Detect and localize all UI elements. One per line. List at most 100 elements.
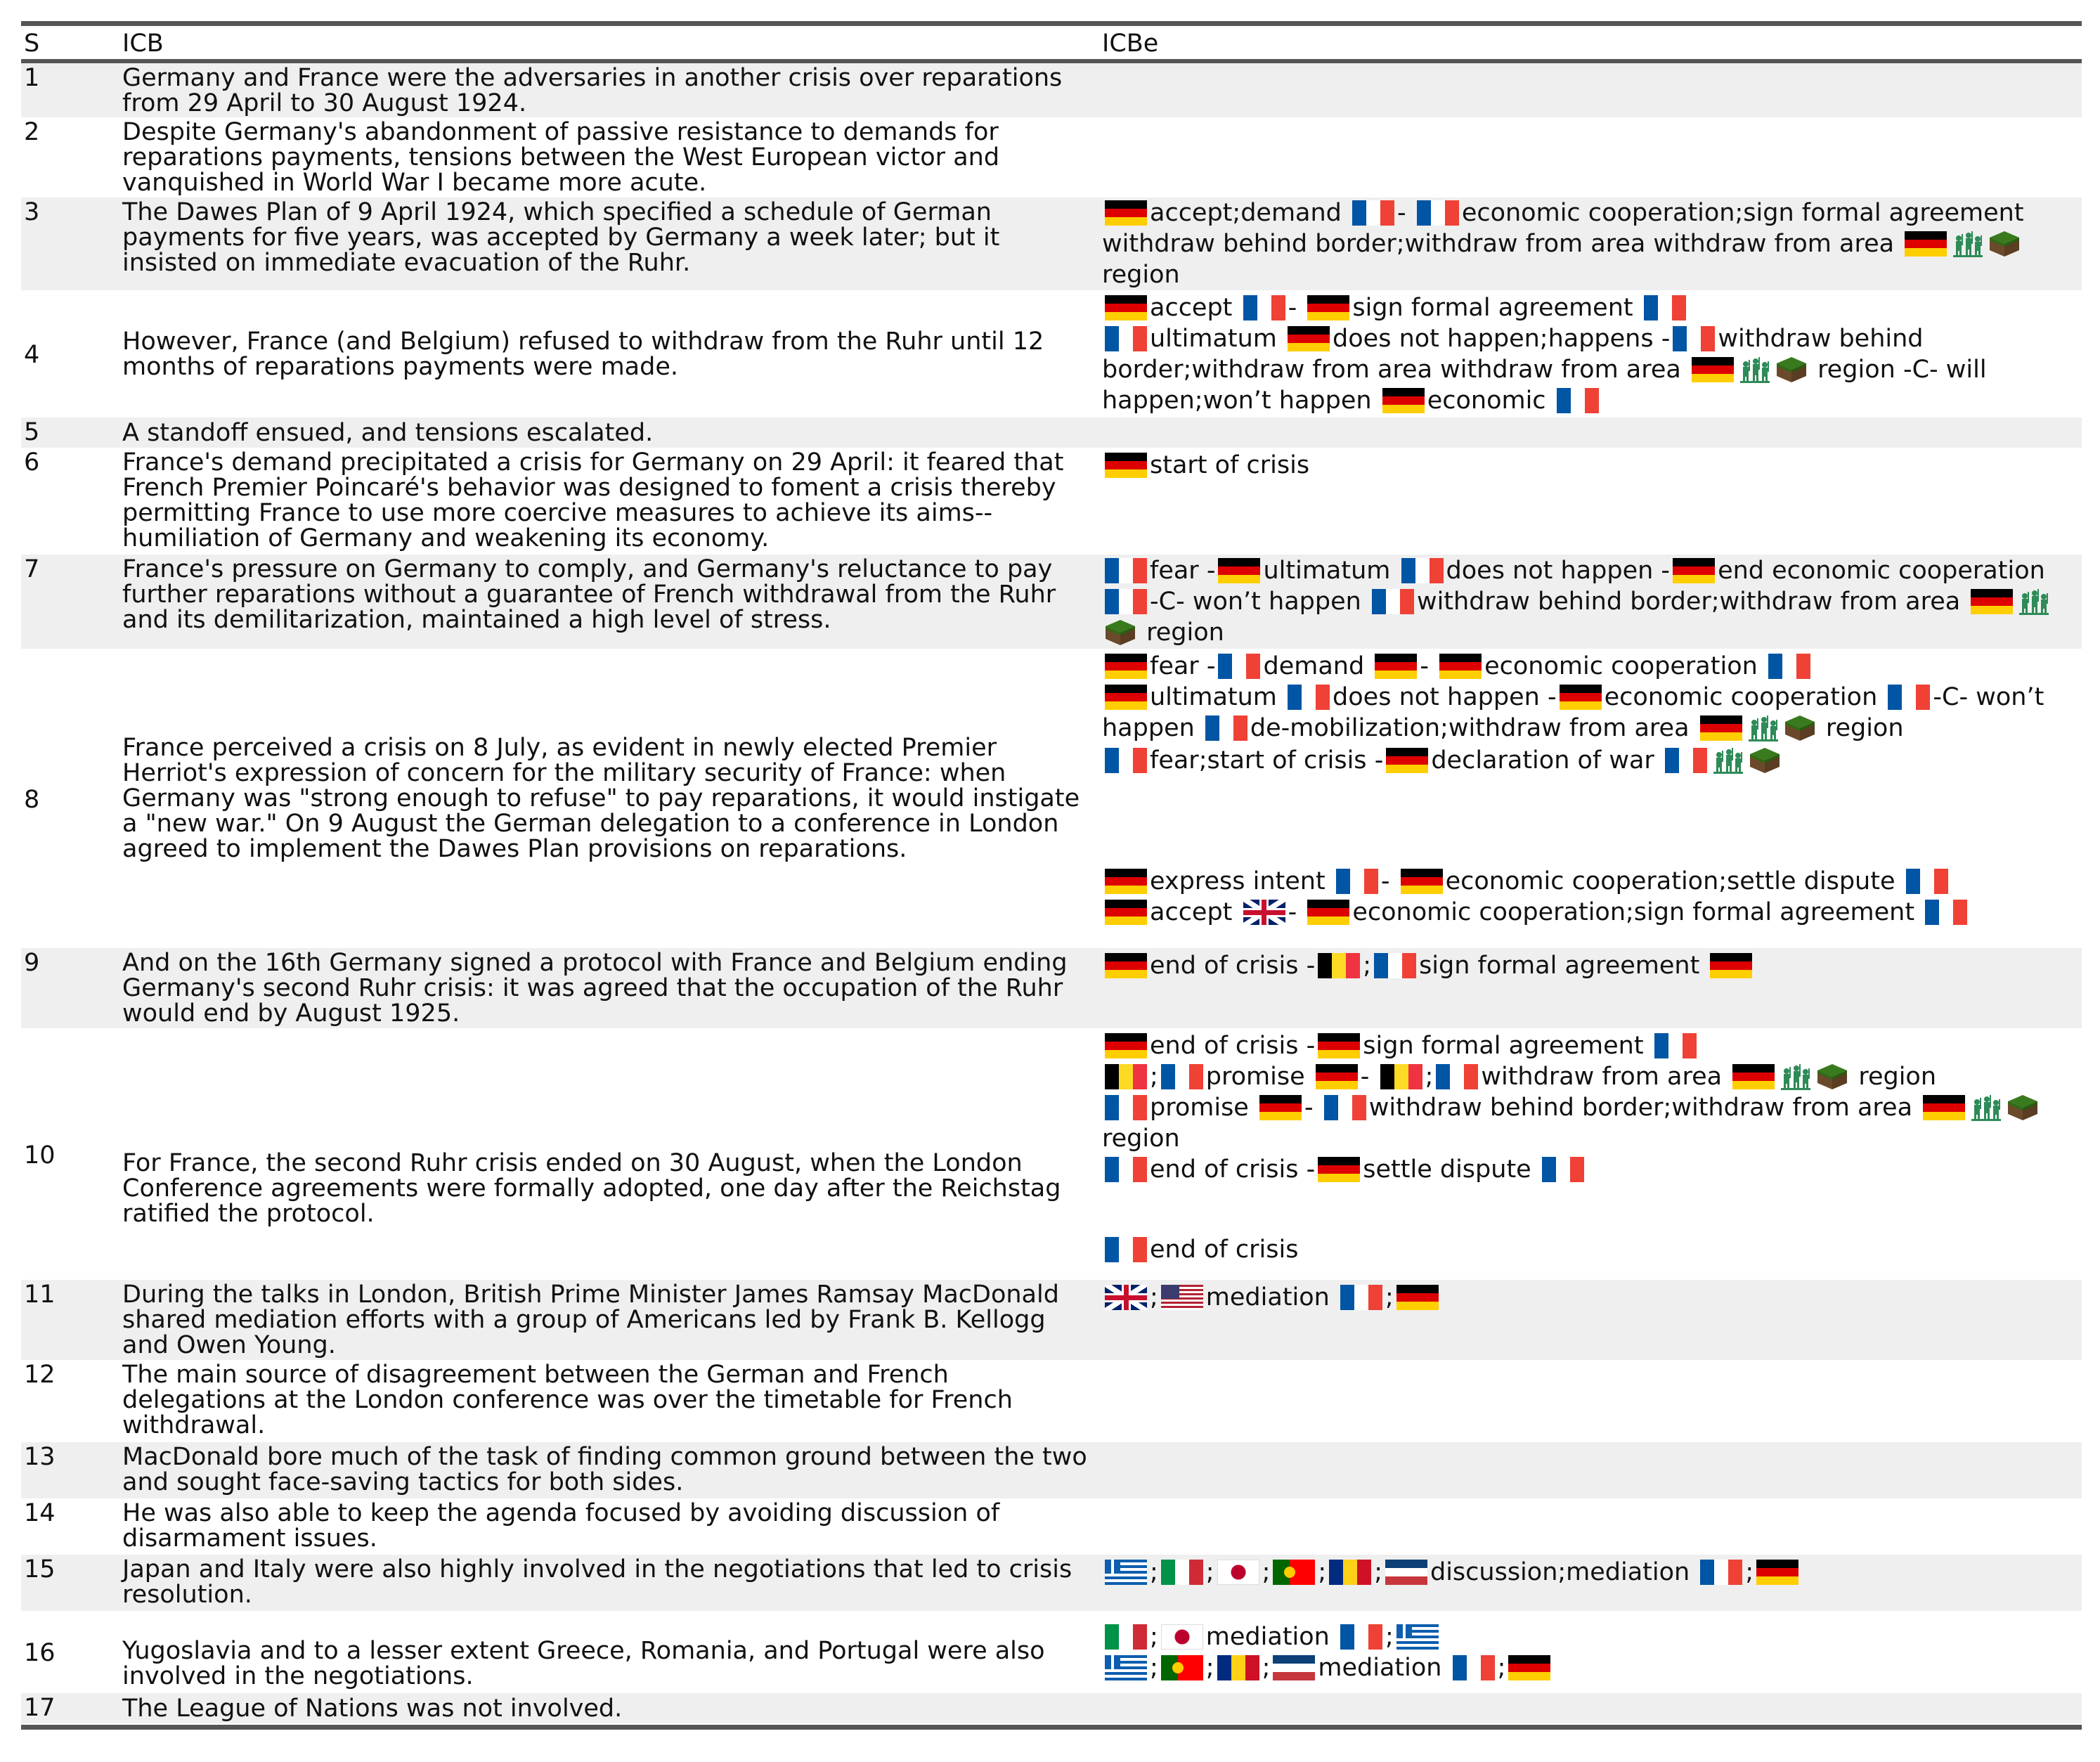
- flag-france-icon: [1105, 558, 1147, 583]
- flag-romania-icon: [1329, 1560, 1372, 1585]
- table-header: S ICB ICBe: [21, 26, 2082, 59]
- flag-france-icon: [1654, 1033, 1697, 1058]
- flag-france-icon: [1105, 325, 1147, 351]
- flag-germany-icon: [1105, 953, 1147, 978]
- header-s: S: [24, 29, 40, 58]
- flag-france-icon: [1105, 1157, 1147, 1182]
- soldiers-icon: [1739, 356, 1771, 384]
- row-number: 16: [24, 1639, 56, 1667]
- flag-france-icon: [1905, 869, 1948, 894]
- table-row: 3 The Dawes Plan of 9 April 1924, which …: [21, 197, 2082, 290]
- flag-germany-icon: [1673, 558, 1716, 583]
- flag-portugal-icon: [1160, 1654, 1203, 1680]
- icb-sentence: The League of Nations was not involved.: [122, 1694, 623, 1723]
- event-line: ;;;;; discussion;mediation ;: [1102, 1557, 2082, 1588]
- land-block-icon: [1104, 618, 1136, 647]
- flag-france-icon: [1556, 387, 1599, 413]
- flag-portugal-icon: [1273, 1560, 1316, 1585]
- table-row: 12 The main source of disagreement betwe…: [21, 1360, 2082, 1442]
- flag-germany-icon: [1318, 1157, 1361, 1182]
- icb-sentence: A standoff ensued, and tensions escalate…: [122, 418, 654, 447]
- flag-germany-icon: [1905, 231, 1947, 257]
- flag-japan-icon: [1217, 1560, 1259, 1585]
- flag-japan-icon: [1160, 1624, 1203, 1650]
- event-line: accept - sign formal agreement: [1102, 292, 2082, 323]
- flag-germany-icon: [1105, 294, 1147, 320]
- flag-germany-icon: [1259, 1095, 1302, 1120]
- header-icbe: ICBe: [1102, 29, 1159, 58]
- flag-germany-icon: [1756, 1560, 1799, 1585]
- flag-france-icon: [1925, 900, 1968, 925]
- icbe-events: accept - sign formal agreement ultimatum…: [1102, 290, 2082, 418]
- flag-germany-icon: [1439, 654, 1482, 679]
- icb-sentence: For France, the second Ruhr crisis ended…: [122, 1148, 1061, 1228]
- flag-italy-icon: [1160, 1560, 1203, 1585]
- row-number: 15: [24, 1555, 56, 1583]
- flag-germany-icon: [1400, 869, 1443, 894]
- flag-germany-icon: [1288, 325, 1330, 351]
- table-row: 10 For France, the second Ruhr crisis en…: [21, 1028, 2082, 1280]
- flag-germany-icon: [1307, 294, 1350, 320]
- table-row: 8 France perceived a crisis on 8 July, a…: [21, 649, 2082, 948]
- flag-italy-icon: [1105, 1624, 1147, 1650]
- icb-sentence: Germany and France were the adversaries …: [122, 63, 1063, 117]
- icb-sentence: He was also able to keep the agenda focu…: [122, 1499, 1000, 1553]
- flag-germany-icon: [1923, 1095, 1966, 1120]
- icbe-events: fear - ultimatum does not happen - end eco…: [1102, 553, 2082, 650]
- soldiers-icon: [1712, 746, 1744, 775]
- soldiers-icon: [1970, 1094, 2002, 1122]
- table-row: 2 Despite Germany's abandonment of passi…: [21, 117, 2082, 197]
- flag-germany-icon: [1318, 1033, 1361, 1058]
- flag-germany-icon: [1386, 748, 1429, 773]
- flag-united-kingdom-icon: [1105, 1285, 1147, 1310]
- flag-france-icon: [1371, 589, 1414, 614]
- flag-france-icon: [1888, 685, 1931, 710]
- icb-sentence: However, France (and Belgium) refused to…: [122, 327, 1044, 381]
- flag-yugoslavia-icon: [1273, 1654, 1316, 1680]
- soldiers-icon: [1780, 1063, 1812, 1091]
- table-row: 13 MacDonald bore much of the task of fi…: [21, 1442, 2082, 1498]
- flag-france-icon: [1340, 1624, 1382, 1650]
- flag-germany-icon: [1382, 387, 1425, 413]
- land-block-icon: [1816, 1063, 1848, 1091]
- flag-france-icon: [1374, 953, 1417, 978]
- row-number: 2: [24, 118, 40, 146]
- event-line: end of crisis - sign formal agreement: [1102, 1030, 2082, 1061]
- flag-france-icon: [1768, 654, 1810, 679]
- event-line: fear - ultimatum does not happen - end eco…: [1102, 555, 2082, 648]
- flag-france-icon: [1416, 200, 1459, 226]
- event-line: end of crisis - settle dispute: [1102, 1154, 2082, 1185]
- flag-germany-icon: [1699, 715, 1742, 741]
- event-line: ultimatum does not happen - economic coop…: [1102, 683, 2044, 742]
- table-row: 9 And on the 16th Germany signed a proto…: [21, 948, 2082, 1028]
- flag-germany-icon: [1559, 685, 1602, 710]
- icbe-events: accept;demand - economic cooperation;sig…: [1102, 195, 2082, 292]
- flag-belgium-icon: [1380, 1064, 1422, 1089]
- flag-france-icon: [1288, 685, 1330, 710]
- icbe-events: start of crisis: [1102, 448, 2082, 483]
- flag-france-icon: [1335, 869, 1378, 894]
- flag-belgium-icon: [1318, 953, 1361, 978]
- land-block-icon: [1749, 746, 1781, 775]
- icbe-events: end of crisis - sign formal agreement ; pr…: [1102, 1028, 2082, 1267]
- flag-france-icon: [1105, 589, 1147, 614]
- table-row: 6 France's demand precipitated a crisis …: [21, 448, 2082, 555]
- event-line: ; promise - ; withdraw from area region: [1102, 1061, 2082, 1092]
- event-line: ultimatum does not happen;happens - withd…: [1102, 324, 1987, 415]
- flag-germany-icon: [1105, 900, 1147, 925]
- icbe-events: end of crisis -; sign formal agreement: [1102, 948, 2082, 983]
- row-number: 11: [24, 1281, 56, 1309]
- icb-sentence: And on the 16th Germany signed a protoco…: [122, 949, 1068, 1028]
- flag-france-icon: [1323, 1095, 1366, 1120]
- flag-germany-icon: [1508, 1654, 1551, 1680]
- icb-sentence: The Dawes Plan of 9 April 1924, which sp…: [122, 198, 1000, 277]
- table-row: 11 During the talks in London, British P…: [21, 1280, 2082, 1360]
- flag-yugoslavia-icon: [1385, 1560, 1427, 1585]
- event-line: ; mediation ;: [1102, 1621, 2082, 1652]
- row-number: 3: [24, 198, 40, 226]
- icbe-events: fear - demand - economic cooperation ulti…: [1102, 649, 2082, 930]
- flag-greece-icon: [1105, 1560, 1147, 1585]
- flag-france-icon: [1401, 558, 1444, 583]
- table-row: 4 However, France (and Belgium) refused …: [21, 290, 2082, 417]
- flag-france-icon: [1436, 1064, 1479, 1089]
